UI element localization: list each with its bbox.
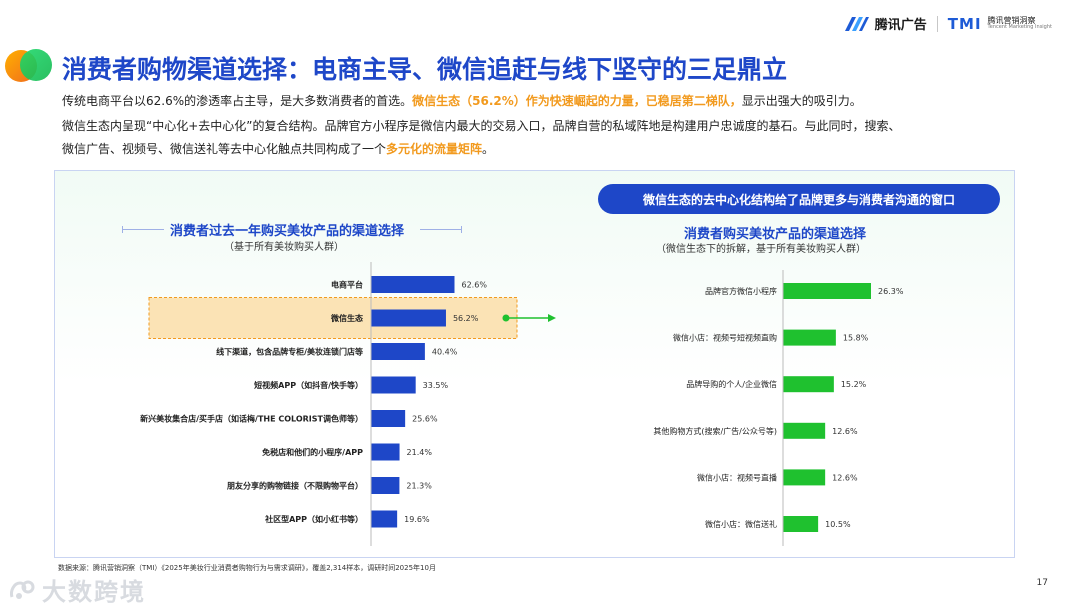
left-category-label: 线下渠道，包含品牌专柜/美妆连锁门店等 xyxy=(216,347,363,357)
left-category-label: 新兴美妆集合店/买手店（如话梅/THE COLORIST调色师等） xyxy=(140,414,363,424)
highlight-box xyxy=(148,297,518,339)
watermark: 大数跨境 xyxy=(8,572,146,607)
left-value-label: 40.4% xyxy=(432,348,458,357)
right-value-label: 26.3% xyxy=(878,287,904,296)
left-bar xyxy=(371,343,425,360)
right-chart-subtitle: （微信生态下的拆解，基于所有美妆购买人群） xyxy=(656,244,866,255)
right-category-label: 其他购物方式(搜索/广告/公众号等) xyxy=(653,426,777,436)
left-bar xyxy=(371,309,446,327)
right-category-label: 微信小店：微信送礼 xyxy=(705,519,777,529)
callout-pill: 微信生态的去中心化结构给了品牌更多与消费者沟通的窗口 xyxy=(598,184,1000,214)
header-brand: 腾讯广告 TMI 腾讯营销洞察 Tencent Marketing Insigh… xyxy=(843,14,1052,33)
left-value-label: 21.4% xyxy=(407,448,433,457)
tmi-cn-name: 腾讯营销洞察 xyxy=(987,16,1036,25)
paragraph-2: 微信生态内呈现“中心化+去中心化”的复合结构。品牌官方小程序是微信内最大的交易入… xyxy=(62,119,901,133)
watermark-text: 大数跨境 xyxy=(42,578,146,606)
footer-source: 数据来源：腾讯营销洞察（TMI）《2025年美妆行业消费者购物行为与需求调研》，… xyxy=(58,564,436,572)
left-title-line-right xyxy=(420,229,462,230)
chart-panel xyxy=(54,170,1015,558)
left-title-tick-right xyxy=(461,226,462,233)
paragraph-1: 传统电商平台以62.6%的渗透率占主导，是大多数消费者的首选。微信生态（56.2… xyxy=(62,92,862,109)
right-bar xyxy=(783,422,826,439)
title-decoration-icon xyxy=(5,49,52,82)
left-value-label: 56.2% xyxy=(453,314,479,323)
right-category-label: 品牌导购的个人/企业微信 xyxy=(686,379,777,389)
left-bar xyxy=(371,510,398,528)
left-bar xyxy=(371,410,406,427)
right-category-label: 微信小店：视频号短视频直购 xyxy=(673,333,777,343)
right-category-label: 品牌官方微信小程序 xyxy=(705,286,777,296)
left-bar xyxy=(371,443,400,461)
right-value-label: 15.2% xyxy=(841,380,867,389)
left-category-label: 电商平台 xyxy=(331,280,363,290)
page-number: 17 xyxy=(1036,578,1048,588)
left-value-label: 25.6% xyxy=(412,415,438,424)
right-value-label: 12.6% xyxy=(832,473,858,482)
left-category-label: 微信生态 xyxy=(330,313,363,323)
paragraph-1-part-a: 传统电商平台以62.6%的渗透率占主导，是大多数消费者的首选。 xyxy=(62,94,413,108)
left-title-line-left xyxy=(122,229,164,230)
brand-name: 腾讯广告 xyxy=(874,18,927,33)
highlight-arrow-head xyxy=(548,314,556,322)
left-bar xyxy=(371,376,416,394)
tmi-logo: TMI xyxy=(947,14,982,33)
paragraph-1-part-c: 显示出强大的吸引力。 xyxy=(741,94,862,108)
paragraph-3: 微信广告、视频号、微信送礼等去中心化触点共同构成了一个多元化的流量矩阵。 xyxy=(62,140,494,157)
left-value-label: 19.6% xyxy=(404,515,430,524)
left-bar xyxy=(371,276,455,293)
page-title: 消费者购物渠道选择：电商主导、微信追赶与线下坚守的三足鼎立 xyxy=(62,55,788,84)
left-value-label: 21.3% xyxy=(406,482,432,491)
tmi-en-name: Tencent Marketing Insight xyxy=(987,24,1052,30)
left-chart-subtitle: （基于所有美妆购买人群） xyxy=(224,242,344,253)
paragraph-1-highlight: 微信生态（56.2%）作为快速崛起的力量，已稳居第二梯队， xyxy=(412,94,742,108)
right-chart-title: 消费者购买美妆产品的渠道选择 xyxy=(684,227,867,242)
left-category-label: 短视频APP（如抖音/快手等） xyxy=(254,380,363,390)
watermark-logo-icon xyxy=(10,580,35,599)
left-bar xyxy=(371,477,400,494)
left-category-label: 朋友分享的购物链接（不限购物平台） xyxy=(226,481,363,491)
paragraph-3-part-a: 微信广告、视频号、微信送礼等去中心化触点共同构成了一个 xyxy=(62,142,387,156)
left-value-label: 62.6% xyxy=(462,281,488,290)
left-value-label: 33.5% xyxy=(423,381,449,390)
right-value-label: 12.6% xyxy=(832,427,858,436)
right-bar xyxy=(783,516,819,532)
left-chart-title: 消费者过去一年购买美妆产品的渠道选择 xyxy=(170,224,405,239)
tmi-text: 腾讯营销洞察 Tencent Marketing Insight xyxy=(988,17,1052,30)
right-value-label: 15.8% xyxy=(843,334,869,343)
right-bar xyxy=(783,376,834,393)
right-bar xyxy=(783,329,836,346)
paragraph-3-part-c: 。 xyxy=(482,142,495,156)
right-value-label: 10.5% xyxy=(825,520,851,529)
tencent-ads-logo-icon xyxy=(844,16,869,31)
brand-divider xyxy=(936,15,938,32)
right-category-label: 微信小店：视频号直播 xyxy=(697,472,777,482)
highlight-arrow-dot xyxy=(502,314,510,322)
left-title-tick-left xyxy=(122,226,123,233)
paragraph-3-highlight: 多元化的流量矩阵 xyxy=(386,142,483,156)
right-bar xyxy=(783,283,871,299)
right-bar xyxy=(783,469,826,486)
left-category-label: 社区型APP（如小红书等） xyxy=(264,514,363,524)
left-category-label: 免税店和他们的小程序/APP xyxy=(262,447,363,457)
